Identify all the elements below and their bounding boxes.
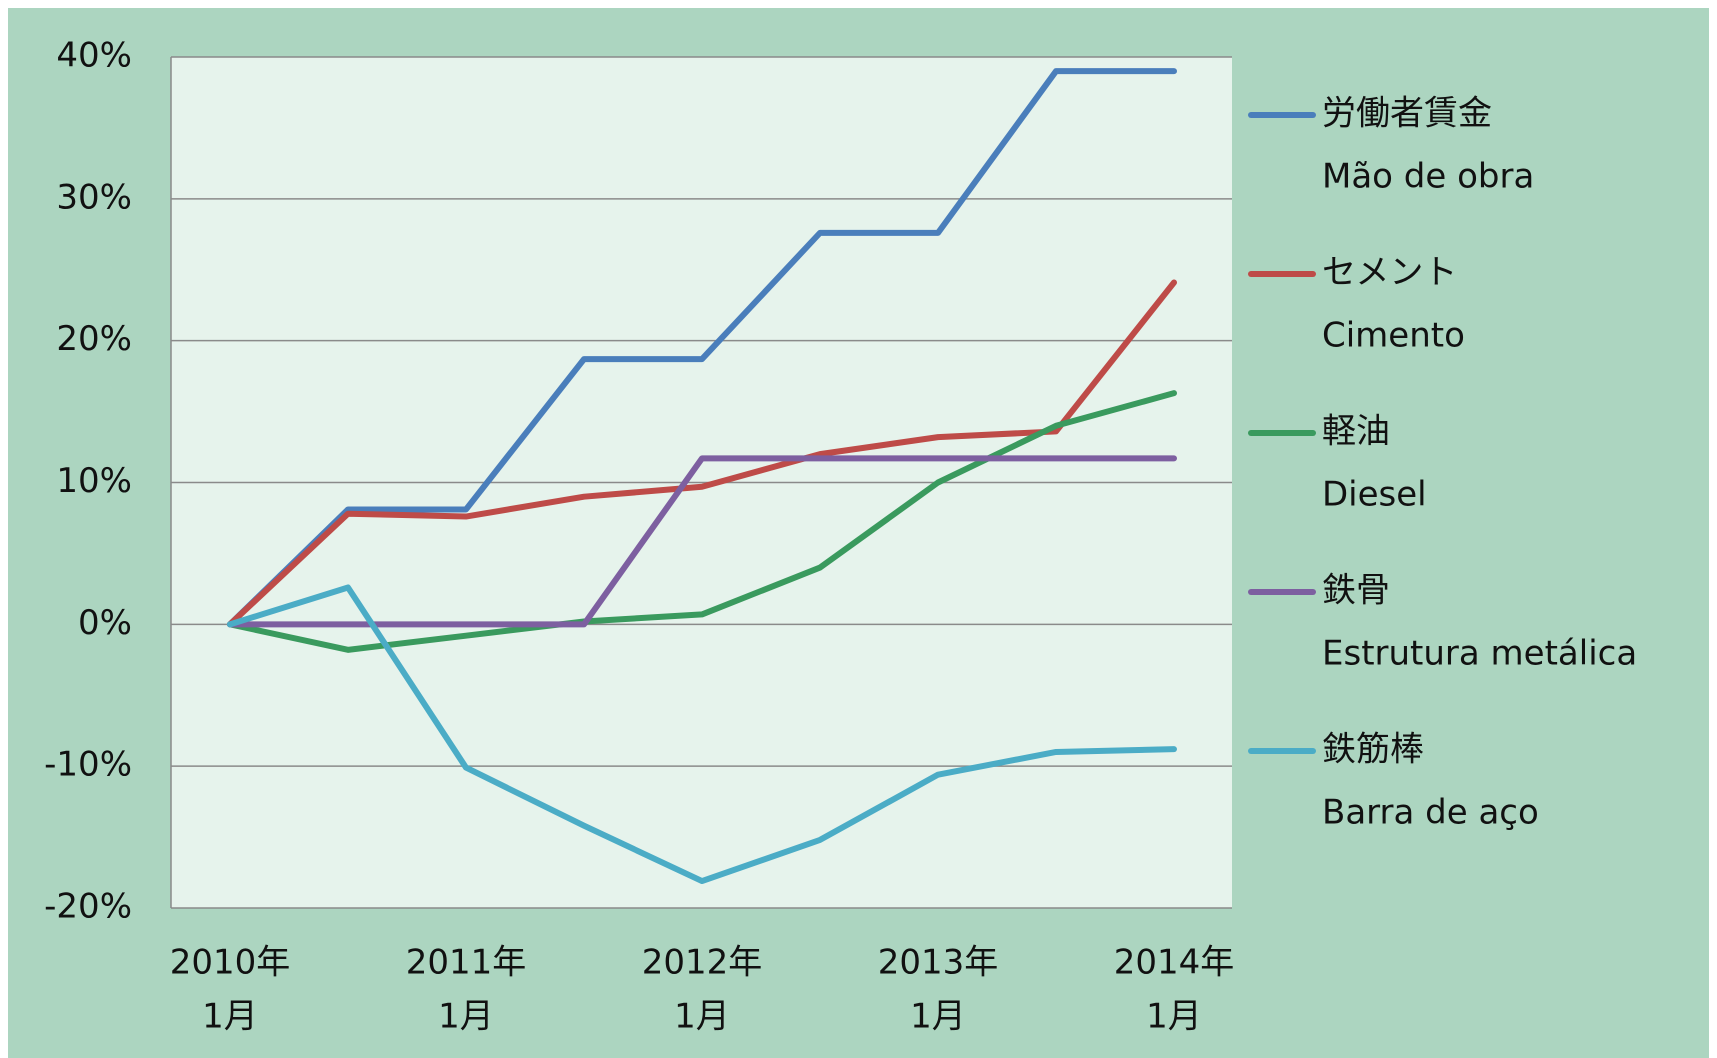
legend-label: Cimento [1322,316,1465,356]
series-line [227,279,1177,628]
x-tick-label: 1月 [202,997,258,1037]
x-tick-label: 1月 [438,997,494,1037]
x-tick-label: 1月 [1146,997,1202,1037]
series-line [227,455,1177,628]
legend-label: 労働者賃金 [1322,94,1492,134]
x-tick-label: 1月 [674,997,730,1037]
x-tick-label: 2012年 [642,943,763,983]
y-tick-label: 40% [56,36,132,76]
legend-label: セメント [1322,253,1457,293]
x-tick-label: 2011年 [406,943,527,983]
legend-label: Diesel [1322,475,1427,515]
legend-label: 軽油 [1322,412,1390,452]
legend-label: Mão de obra [1322,157,1534,197]
y-tick-label: 30% [56,177,132,217]
legend-label: Barra de aço [1322,793,1539,833]
legend-label: 鉄筋棒 [1322,730,1424,770]
y-tick-label: 20% [56,319,132,359]
y-tick-label: 0% [78,603,132,643]
x-tick-label: 1月 [910,997,966,1037]
legend-label: 鉄骨 [1322,571,1390,611]
x-tick-label: 2013年 [878,943,999,983]
x-tick-label: 2014年 [1114,943,1235,983]
y-tick-label: -10% [44,745,132,785]
x-tick-label: 2010年 [170,943,291,983]
y-tick-label: 10% [56,461,132,501]
series-line [227,584,1177,885]
series-line [227,68,1177,628]
y-tick-label: -20% [44,887,132,927]
legend-label: Estrutura metálica [1322,634,1637,674]
